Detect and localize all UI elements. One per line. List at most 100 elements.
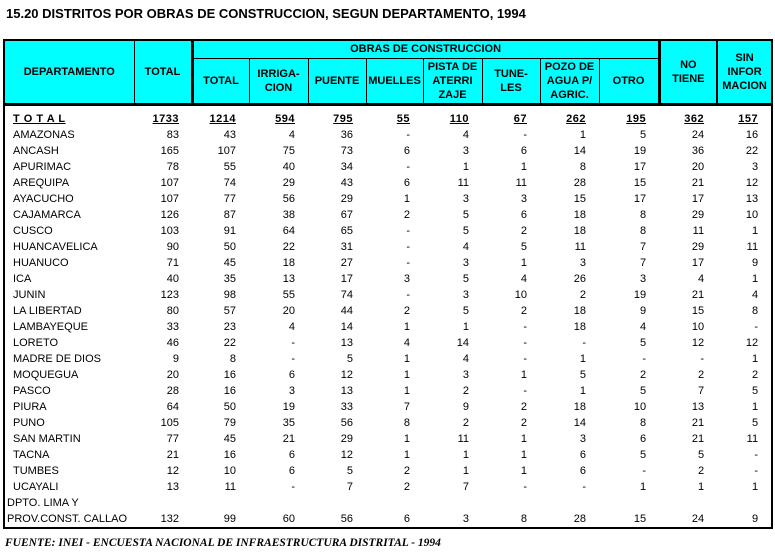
value-cell: 17 [340,273,353,285]
table-row: UCAYALI 13 11-7 2 7- -1 1 1 [4,479,772,495]
value-cell: 65 [340,225,353,237]
value-cell: 594 [275,113,295,125]
value-cell: 107 [217,145,236,157]
value-cell: - [406,161,410,173]
department-label: ANCASH [13,145,59,157]
value-cell: 2 [462,385,469,397]
value-cell: 165 [160,145,179,157]
value-cell: 79 [223,417,236,429]
value-cell: 77 [166,433,179,445]
department-label: LAMBAYEQUE [13,321,88,333]
value-cell: 11 [746,433,759,445]
value-cell: 1 [579,385,586,397]
value-cell: - [291,337,295,349]
value-cell: 4 [697,273,705,285]
table-row: PROV.CONST. CALLAO 132 99 60 56 6 3 8 28 15 24 9 [4,511,772,528]
value-cell: 26 [573,273,586,285]
department-label: UCAYALI [13,481,59,493]
value-cell: 17 [691,257,705,269]
value-cell: 10 [514,289,527,301]
value-cell: 5 [462,225,469,237]
value-cell: 103 [160,225,179,237]
table-body: T O T A L 1733 1214 594 795 55 110 67 262 195 362 1… [4,104,772,528]
value-cell: 18 [573,321,586,333]
department-label: PIURA [13,401,47,413]
value-cell: - [523,129,527,141]
value-cell [192,495,249,511]
value-cell: 16 [223,385,236,397]
value-cell: 5 [751,417,759,429]
value-cell: 40 [166,273,179,285]
department-label: MOQUEGUA [13,369,79,381]
department-label: CAJAMARCA [13,209,81,221]
value-cell: 29 [282,177,295,189]
value-cell: 5 [639,129,647,141]
value-cell: 14 [573,417,586,429]
value-cell [717,495,772,511]
value-cell: 3 [462,257,469,269]
department-label: MADRE DE DIOS [13,353,102,365]
value-cell: 74 [340,289,353,301]
value-cell: 21 [166,449,179,461]
table-row: MOQUEGUA 20 16 6 12 1 3 1 5 2 2 2 [4,367,772,383]
value-cell: 83 [166,129,179,141]
value-cell: 9 [751,257,759,269]
source-note: FUENTE: INEI - ENCUESTA NACIONAL DE INFR… [5,537,441,549]
value-cell: 262 [566,113,586,125]
value-cell: 56 [282,193,295,205]
value-cell: - [754,465,759,477]
value-cell: 17 [633,161,647,173]
value-cell: 5 [751,385,759,397]
value-cell: 5 [462,209,469,221]
department-label: HUANCAVELICA [13,241,98,253]
value-cell: 1 [520,257,527,269]
table-row: AYACUCHO 107 77 56 29 1 3 3 15 17 17 13 [4,191,772,207]
table-header: DEPARTAMENTO TOTAL OBRAS DE CONSTRUCCION… [3,39,773,105]
value-cell: - [406,241,410,253]
value-cell: - [700,353,705,365]
value-cell: 15 [573,193,586,205]
value-cell: 8 [520,513,527,525]
value-cell: 1 [403,385,410,397]
value-cell: 6 [288,449,295,461]
value-cell: 67 [340,209,353,221]
value-cell: 4 [751,289,759,301]
value-cell: 43 [223,129,236,141]
value-cell [659,495,717,511]
value-cell: 2 [403,209,410,221]
value-cell: 1 [639,481,647,493]
table-row: ANCASH 165 107 75 73 6 3 6 14 19 36 22 [4,143,772,159]
value-cell: 35 [223,273,236,285]
value-cell: 1 [520,433,527,445]
value-cell: 16 [745,129,759,141]
value-cell: 1 [751,353,759,365]
value-cell: 4 [288,129,295,141]
table-row: DPTO. LIMA Y [4,495,772,511]
value-cell: 28 [166,385,179,397]
value-cell: 2 [520,401,527,413]
value-cell: 5 [697,449,705,461]
value-cell: 78 [166,161,179,173]
value-cell: 1 [403,449,410,461]
table-row: MADRE DE DIOS 9 8 - 5 1 4 - 1 - - 1 [4,351,772,367]
value-cell: - [406,289,410,301]
value-cell: 8 [751,305,759,317]
value-cell: 12 [691,337,705,349]
table-row: HUANCAVELICA 90 50 22 31 - 4 5 11 7 29 11 [4,239,772,255]
value-cell: 6 [520,209,527,221]
value-cell [366,495,423,511]
value-cell: 22 [282,241,295,253]
col-header-pozo-agua: POZO DE AGUA P/ AGRIC. [539,57,600,105]
value-cell: 19 [633,289,647,301]
table-row: AREQUIPA 107 74 29 43 6 11 11 28 15 21 12 [4,175,772,191]
value-cell: - [291,353,295,365]
value-cell: 71 [166,257,179,269]
table-row: AMAZONAS 83 43 4 36 - 4 - 1 5 24 16 [4,127,772,143]
value-cell: - [754,321,759,333]
value-cell: - [754,449,759,461]
department-label: SAN MARTIN [13,433,81,445]
value-cell: 1 [403,369,410,381]
value-cell: 3 [639,273,647,285]
value-cell: 36 [691,145,705,157]
value-cell: 2 [520,417,527,429]
